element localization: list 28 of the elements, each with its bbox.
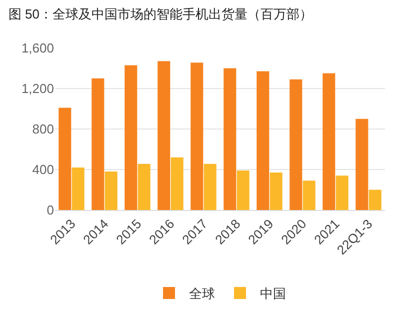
bar xyxy=(58,108,72,210)
bar xyxy=(256,71,270,210)
bar xyxy=(190,62,204,210)
bar xyxy=(158,61,170,210)
y-tick-label: 0 xyxy=(46,202,54,218)
bar xyxy=(302,180,316,210)
legend-label: 中国 xyxy=(260,286,286,302)
bar xyxy=(72,167,84,210)
bar xyxy=(204,164,216,210)
bar xyxy=(92,78,104,210)
bar xyxy=(322,73,336,210)
legend-label: 全球 xyxy=(189,286,215,302)
bar xyxy=(290,79,302,210)
bar xyxy=(124,65,138,210)
bar xyxy=(336,176,348,210)
chart-title: 图 50：全球及中国市场的智能手机出货量（百万部） xyxy=(8,6,312,22)
bar xyxy=(170,157,184,210)
y-tick-label: 1,200 xyxy=(21,81,54,96)
y-tick-label: 400 xyxy=(32,162,54,178)
bar xyxy=(224,68,236,210)
y-tick-label: 1,600 xyxy=(21,40,54,56)
bar xyxy=(270,172,282,210)
bar xyxy=(104,172,118,210)
bar xyxy=(138,164,150,210)
bar xyxy=(356,118,368,210)
y-tick-label: 800 xyxy=(32,122,54,137)
bar xyxy=(236,170,250,210)
bar xyxy=(368,190,382,210)
